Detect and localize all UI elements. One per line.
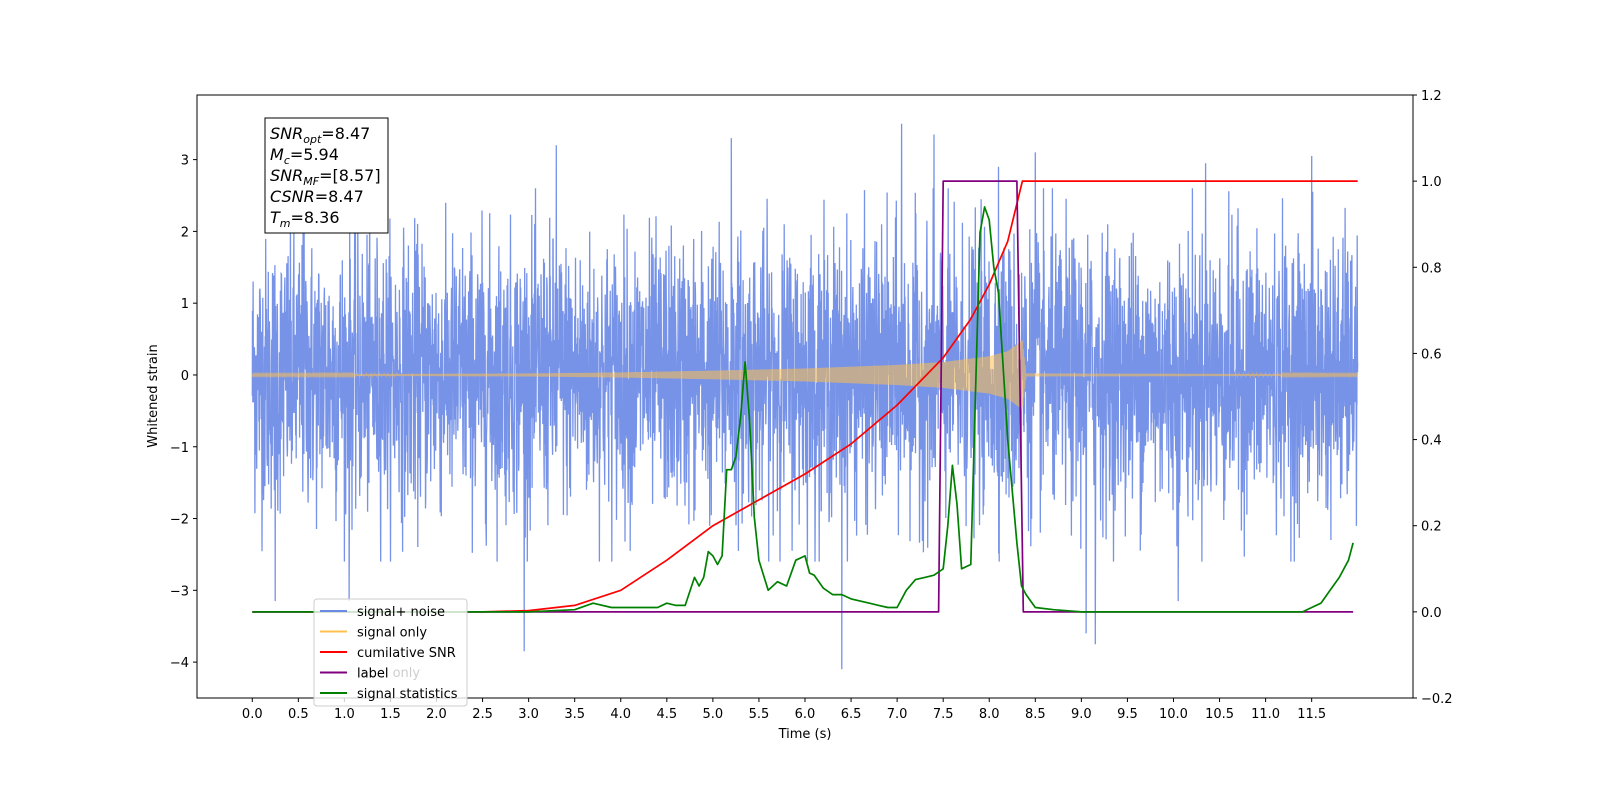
y-right-tick-label: 0.4 — [1421, 434, 1442, 449]
legend-label: label — [357, 667, 388, 682]
y-left-tick-label: −1 — [170, 441, 189, 456]
x-tick-label: 10.0 — [1159, 707, 1188, 722]
x-tick-label: 10.5 — [1205, 707, 1234, 722]
x-tick-label: 7.5 — [933, 707, 954, 722]
x-tick-label: 5.0 — [703, 707, 724, 722]
x-tick-label: 11.0 — [1251, 707, 1280, 722]
x-tick-label: 8.5 — [1025, 707, 1046, 722]
y-axis-label: Whitened strain — [146, 344, 161, 447]
annotation-line: Mc=5.94 — [270, 145, 339, 167]
legend-overlap-text: label only — [357, 666, 420, 681]
x-tick-label: 6.5 — [841, 707, 862, 722]
y-left-tick-label: −2 — [170, 513, 189, 528]
x-tick-label: 11.5 — [1297, 707, 1326, 722]
y-axis-left: −4 −3 −2 −1 0 1 2 3 — [170, 154, 197, 671]
y-right-tick-label: 0.2 — [1421, 520, 1442, 535]
x-tick-label: 2.5 — [472, 707, 493, 722]
y-left-tick-label: 2 — [181, 225, 189, 240]
x-tick-label: 7.0 — [887, 707, 908, 722]
x-tick-label: 1.5 — [380, 707, 401, 722]
x-tick-label: 8.0 — [979, 707, 1000, 722]
y-left-tick-label: 0 — [181, 369, 189, 384]
legend-label: cumilative SNR — [357, 646, 456, 661]
y-right-tick-label: −0.2 — [1421, 692, 1453, 707]
annotation-line: Tm=8.36 — [270, 208, 340, 230]
x-tick-label: 9.5 — [1117, 707, 1138, 722]
y-left-tick-label: −3 — [170, 584, 189, 599]
y-right-tick-label: 1.2 — [1421, 89, 1442, 104]
y-right-tick-label: 0.6 — [1421, 347, 1442, 362]
x-tick-label: 1.0 — [334, 707, 355, 722]
annotation-line: CSNR=8.47 — [270, 187, 364, 206]
x-tick-label: 3.5 — [564, 707, 585, 722]
y-left-tick-label: 3 — [181, 154, 189, 169]
y-left-tick-label: −4 — [170, 656, 189, 671]
y-axis-right: −0.2 0.0 0.2 0.4 0.6 0.8 1.0 1.2 — [1413, 89, 1453, 707]
series-cumilative-snr — [252, 180, 1358, 613]
x-tick-label: 5.5 — [749, 707, 770, 722]
x-tick-label: 4.0 — [610, 707, 631, 722]
x-axis: 0.0 0.5 1.0 1.5 2.0 2.5 3.0 3.5 4.0 4.5 5.0 5.5 6.0 6… — [242, 698, 1326, 722]
legend: label only signal+ noise signal only cumil… — [313, 598, 468, 707]
y-right-tick-label: 0.0 — [1421, 606, 1442, 621]
y-right-tick-label: 1.0 — [1421, 175, 1442, 190]
legend-label: signal statistics — [357, 687, 458, 702]
x-tick-label: 2.0 — [426, 707, 447, 722]
x-tick-label: 3.0 — [518, 707, 539, 722]
x-tick-label: 0.0 — [242, 707, 263, 722]
y-left-tick-label: 1 — [181, 297, 189, 312]
x-tick-label: 9.0 — [1071, 707, 1092, 722]
x-tick-label: 6.0 — [795, 707, 816, 722]
series-signal-only — [251, 340, 1359, 410]
legend-label: signal+ noise — [357, 605, 445, 620]
series-layer — [251, 123, 1359, 670]
x-tick-label: 0.5 — [288, 707, 309, 722]
annotation-line: SNRopt=8.47 — [270, 124, 370, 146]
x-axis-label: Time (s) — [778, 727, 832, 742]
annotation-line: SNRMF=[8.57] — [270, 166, 381, 188]
series-signal-statistics — [252, 206, 1354, 613]
legend-label: signal only — [357, 626, 427, 641]
y-right-tick-label: 0.8 — [1421, 261, 1442, 276]
x-tick-label: 4.5 — [656, 707, 677, 722]
